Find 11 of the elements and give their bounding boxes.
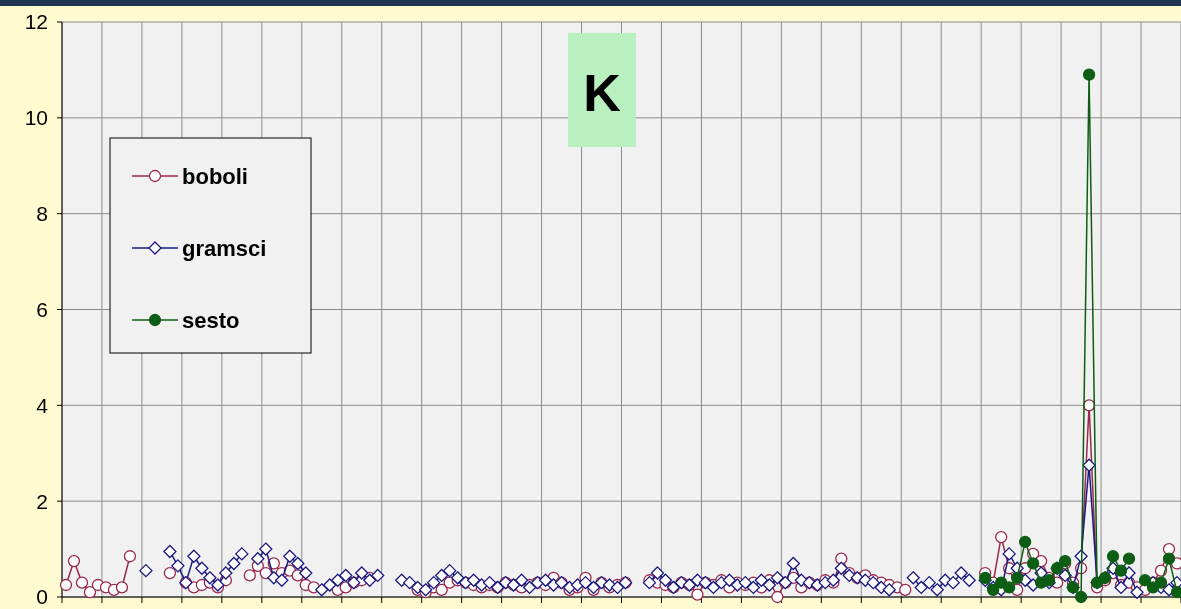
y-tick-label: 10 xyxy=(24,106,48,130)
legend-label: gramsci xyxy=(182,235,267,261)
y-tick-label: 2 xyxy=(36,489,48,513)
text: K xyxy=(583,64,622,123)
y-tick-label: 6 xyxy=(36,297,48,321)
legend-label: sesto xyxy=(182,307,240,333)
y-tick-label: 12 xyxy=(24,10,48,34)
legend-label: boboli xyxy=(182,163,248,189)
y-tick-label: 0 xyxy=(36,585,48,609)
y-tick-label: 4 xyxy=(36,393,49,417)
y-tick-label: 8 xyxy=(36,202,48,226)
